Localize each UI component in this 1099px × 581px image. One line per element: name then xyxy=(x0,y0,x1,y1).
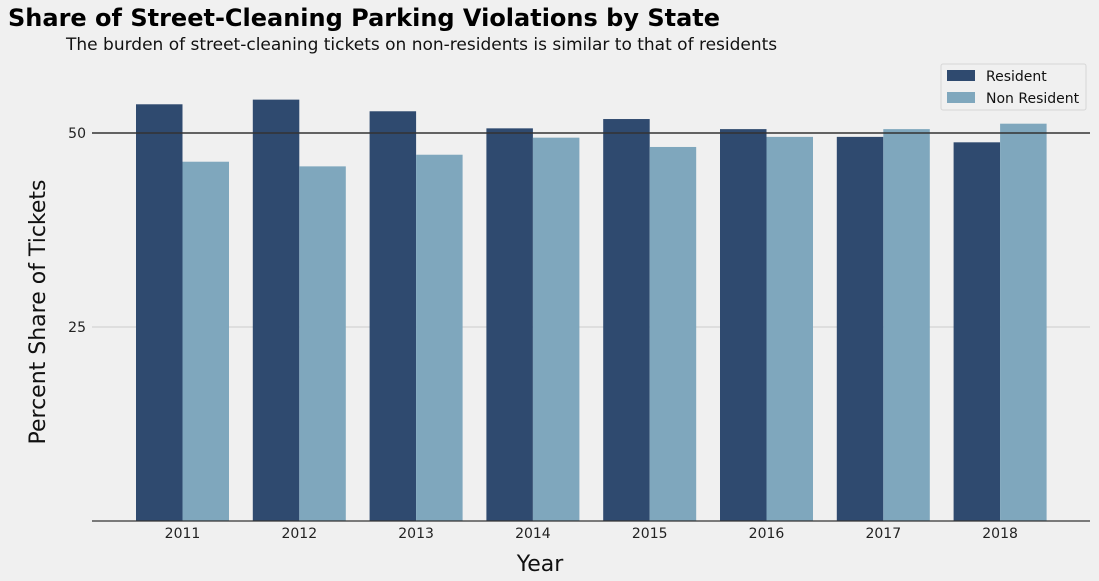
bar-resident-2018 xyxy=(953,142,1001,521)
bar-non-resident-2012 xyxy=(299,166,346,522)
x-ticks: 2011 2012 2013 2014 2015 2016 2017 2018 xyxy=(165,526,1018,542)
y-ticks: 25 50 xyxy=(68,126,86,336)
y-axis-label: Percent Share of Tickets xyxy=(26,180,51,445)
bar-resident-2017 xyxy=(836,136,884,521)
x-tick-label-2011: 2011 xyxy=(165,526,201,542)
x-tick-label-2018: 2018 xyxy=(982,526,1018,542)
bars xyxy=(136,99,1047,522)
legend-swatch-resident xyxy=(947,70,975,81)
x-tick-label-2015: 2015 xyxy=(632,526,668,542)
legend-swatch-non-resident xyxy=(947,92,975,103)
bar-non-resident-2013 xyxy=(416,154,463,521)
x-tick-label-2016: 2016 xyxy=(749,526,785,542)
x-tick-label-2014: 2014 xyxy=(515,526,551,542)
bar-resident-2012 xyxy=(252,99,300,521)
x-axis-label: Year xyxy=(516,552,565,577)
y-tick-label-25: 25 xyxy=(68,320,86,336)
x-tick-label-2013: 2013 xyxy=(398,526,434,542)
bar-non-resident-2017 xyxy=(883,129,930,521)
bar-non-resident-2018 xyxy=(1000,123,1047,522)
bar-resident-2014 xyxy=(486,128,533,521)
legend-box xyxy=(940,63,1087,111)
legend-label-resident: Resident xyxy=(986,69,1047,85)
y-tick-label-50: 50 xyxy=(68,126,86,142)
legend-label-non-resident: Non Resident xyxy=(986,91,1080,107)
bar-non-resident-2014 xyxy=(532,137,580,521)
bar-non-resident-2015 xyxy=(649,146,697,521)
legend: Resident Non Resident xyxy=(940,63,1087,111)
chart-subtitle: The burden of street-cleaning tickets on… xyxy=(65,35,777,55)
chart-title: Share of Street-Cleaning Parking Violati… xyxy=(8,4,720,32)
bar-non-resident-2016 xyxy=(766,136,813,521)
grid-lines xyxy=(92,132,1090,328)
x-tick-label-2017: 2017 xyxy=(865,526,901,542)
bar-resident-2016 xyxy=(720,129,767,521)
bar-non-resident-2011 xyxy=(182,161,229,521)
bar-resident-2011 xyxy=(136,104,183,522)
bar-resident-2013 xyxy=(369,111,417,521)
bar-resident-2015 xyxy=(603,119,650,522)
x-tick-label-2012: 2012 xyxy=(281,526,317,542)
